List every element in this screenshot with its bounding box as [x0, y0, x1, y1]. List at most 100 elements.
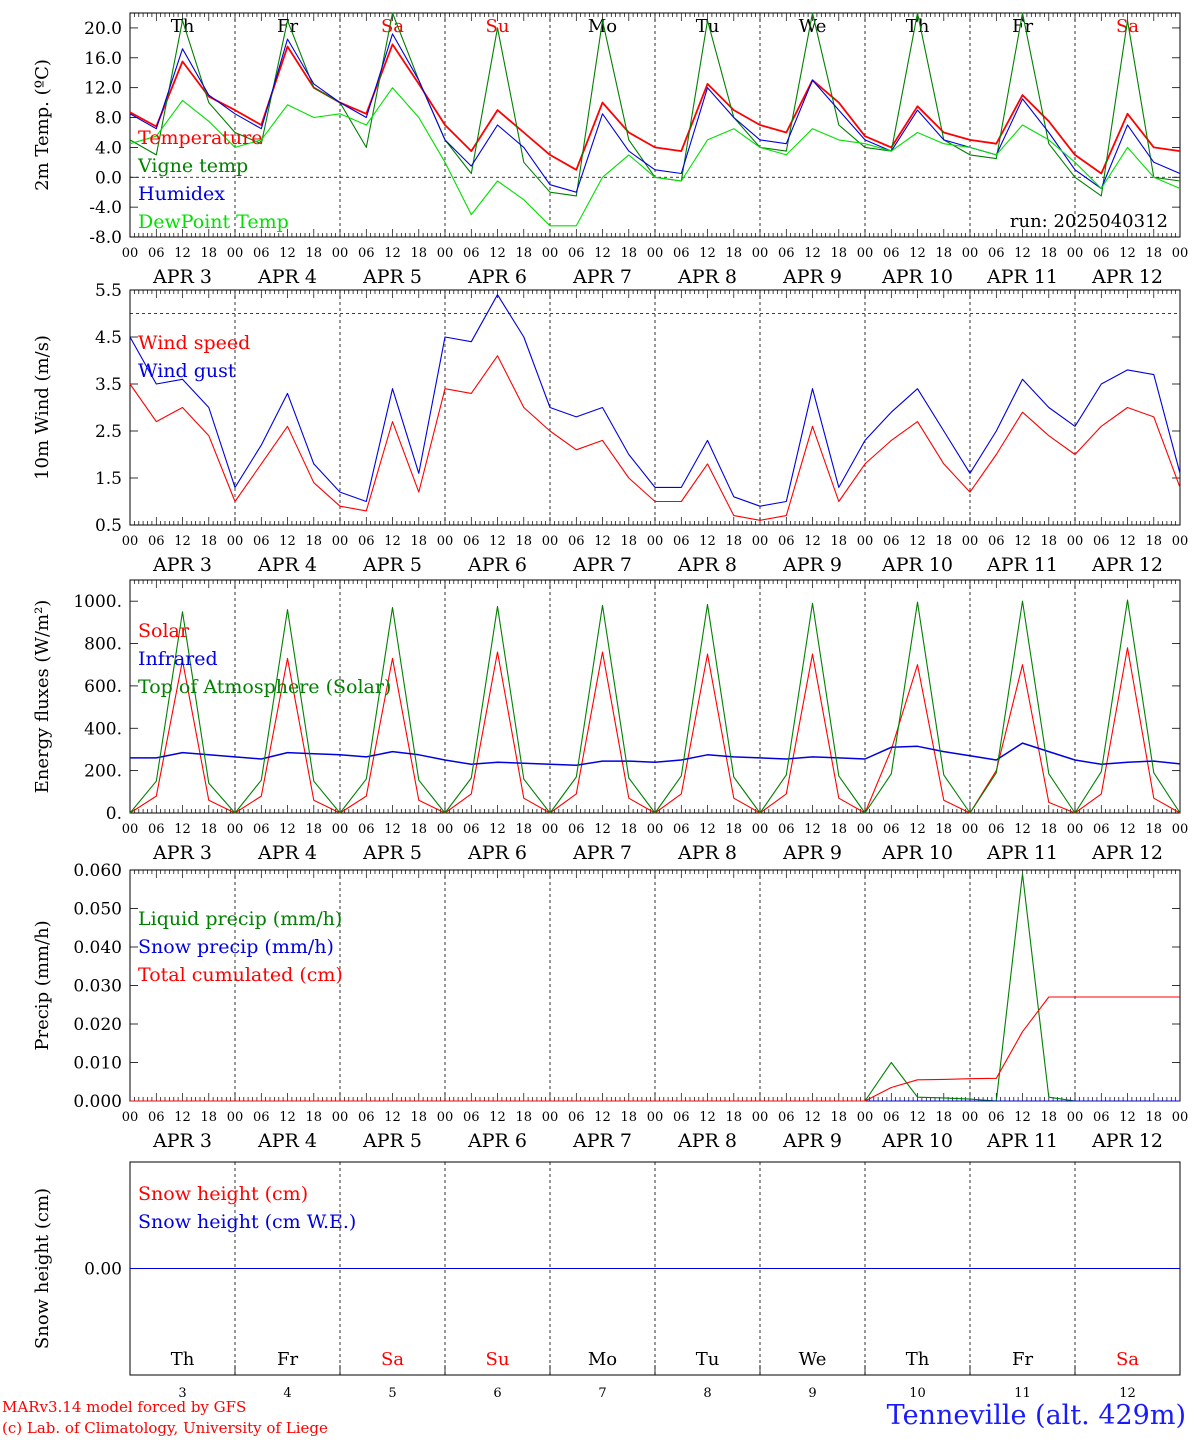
- hour-tick-label: 18: [830, 1110, 847, 1125]
- hour-tick-label: 18: [1145, 246, 1162, 261]
- hour-tick-label: 06: [673, 822, 690, 837]
- y-tick-label: 0.060: [73, 861, 122, 881]
- hour-tick-label: 00: [752, 1110, 769, 1125]
- date-label: APR 12: [1091, 266, 1163, 288]
- hour-tick-label: 18: [1040, 246, 1057, 261]
- series-line: [129, 355, 1181, 521]
- date-label: APR 7: [572, 1130, 632, 1152]
- y-tick-label: 0.040: [73, 938, 122, 958]
- day-of-week-label: Fr: [1012, 16, 1033, 37]
- hour-tick-label: 00: [542, 246, 559, 261]
- hour-tick-label: 06: [988, 534, 1005, 549]
- hour-tick-label: 00: [437, 534, 454, 549]
- hour-tick-label: 18: [1145, 1110, 1162, 1125]
- hour-tick-label: 00: [1067, 822, 1084, 837]
- hour-tick-label: 00: [1172, 1110, 1189, 1125]
- series-line: [129, 43, 1181, 175]
- y-tick-label: -8.0: [89, 228, 122, 248]
- y-tick-label: 0.5: [95, 516, 122, 536]
- hour-tick-label: 06: [253, 534, 270, 549]
- date-label: APR 4: [257, 266, 317, 288]
- y-tick-label: 4.5: [95, 328, 122, 348]
- hour-tick-label: 12: [489, 1110, 506, 1125]
- hour-tick-label: 18: [1040, 822, 1057, 837]
- y-tick-label: 400.: [84, 719, 122, 739]
- credit-line-1: MARv3.14 model forced by GFS: [2, 1398, 247, 1416]
- hour-tick-label: 06: [358, 822, 375, 837]
- y-tick-label: 600.: [84, 677, 122, 697]
- hour-tick-label: 12: [174, 1110, 191, 1125]
- y-tick-label: 0.030: [73, 977, 122, 997]
- hour-tick-label: 18: [305, 534, 322, 549]
- hour-tick-label: 00: [437, 246, 454, 261]
- hour-tick-label: 06: [568, 534, 585, 549]
- hour-tick-label: 12: [279, 1110, 296, 1125]
- hour-tick-label: 18: [200, 246, 217, 261]
- hour-tick-label: 06: [778, 1110, 795, 1125]
- hour-tick-label: 00: [542, 822, 559, 837]
- hour-tick-label: 18: [1040, 534, 1057, 549]
- hour-tick-label: 18: [830, 534, 847, 549]
- day-number-label: 8: [703, 1386, 711, 1400]
- y-tick-label: 0.: [106, 804, 122, 824]
- hour-tick-label: 06: [778, 822, 795, 837]
- date-label: APR 6: [467, 1130, 527, 1152]
- series-line: [129, 599, 1181, 814]
- hour-tick-label: 00: [962, 534, 979, 549]
- hour-tick-label: 00: [332, 246, 349, 261]
- hour-tick-label: 12: [279, 534, 296, 549]
- hour-tick-label: 12: [174, 246, 191, 261]
- date-label: APR 10: [881, 842, 953, 864]
- date-label: APR 8: [677, 842, 737, 864]
- date-label: APR 10: [881, 554, 953, 576]
- y-axis-title: 10m Wind (m/s): [32, 335, 53, 480]
- day-of-week-label: Sa: [1116, 16, 1139, 37]
- hour-tick-label: 12: [909, 534, 926, 549]
- hour-tick-label: 12: [1014, 822, 1031, 837]
- hour-tick-label: 00: [1172, 246, 1189, 261]
- hour-tick-label: 18: [200, 534, 217, 549]
- date-label: APR 12: [1091, 842, 1163, 864]
- hour-tick-label: 18: [305, 822, 322, 837]
- date-label: APR 4: [257, 842, 317, 864]
- hour-tick-label: 00: [227, 246, 244, 261]
- hour-tick-label: 00: [857, 1110, 874, 1125]
- hour-tick-label: 12: [699, 822, 716, 837]
- hour-tick-label: 12: [909, 1110, 926, 1125]
- date-label: APR 11: [986, 842, 1058, 864]
- hour-tick-label: 12: [384, 822, 401, 837]
- y-tick-label: 4.0: [95, 138, 122, 158]
- hour-tick-label: 12: [909, 822, 926, 837]
- hour-tick-label: 06: [463, 534, 480, 549]
- hour-tick-label: 12: [804, 1110, 821, 1125]
- hour-tick-label: 12: [804, 246, 821, 261]
- legend-entry: Infrared: [138, 648, 218, 670]
- hour-tick-label: 00: [332, 534, 349, 549]
- hour-tick-label: 06: [883, 246, 900, 261]
- hour-tick-label: 06: [988, 246, 1005, 261]
- day-of-week-label: Sa: [381, 1349, 404, 1370]
- day-number-label: 7: [598, 1386, 606, 1400]
- date-label: APR 5: [362, 1130, 422, 1152]
- hour-tick-label: 18: [515, 822, 532, 837]
- y-tick-label: 0.0: [95, 168, 122, 188]
- hour-tick-label: 00: [857, 534, 874, 549]
- hour-tick-label: 12: [174, 534, 191, 549]
- y-tick-label: 20.0: [84, 19, 122, 39]
- hour-tick-label: 18: [515, 246, 532, 261]
- hour-tick-label: 18: [935, 822, 952, 837]
- legend-entry: DewPoint Temp: [138, 211, 289, 233]
- hour-tick-label: 06: [148, 822, 165, 837]
- hour-tick-label: 00: [752, 534, 769, 549]
- y-tick-label: 16.0: [84, 49, 122, 69]
- hour-tick-label: 18: [935, 246, 952, 261]
- day-number-label: 11: [1014, 1386, 1031, 1400]
- panel-precip: 0.060 0.050 0.040 0.030 0.020 0.010 0.000 Preci…: [32, 861, 1188, 1152]
- day-of-week-label: Tu: [696, 1349, 720, 1370]
- hour-tick-label: 12: [1119, 1110, 1136, 1125]
- hour-tick-label: 00: [647, 246, 664, 261]
- day-of-week-label: Fr: [277, 1349, 298, 1370]
- hour-tick-label: 18: [410, 246, 427, 261]
- hour-tick-label: 00: [962, 822, 979, 837]
- hour-tick-label: 06: [463, 1110, 480, 1125]
